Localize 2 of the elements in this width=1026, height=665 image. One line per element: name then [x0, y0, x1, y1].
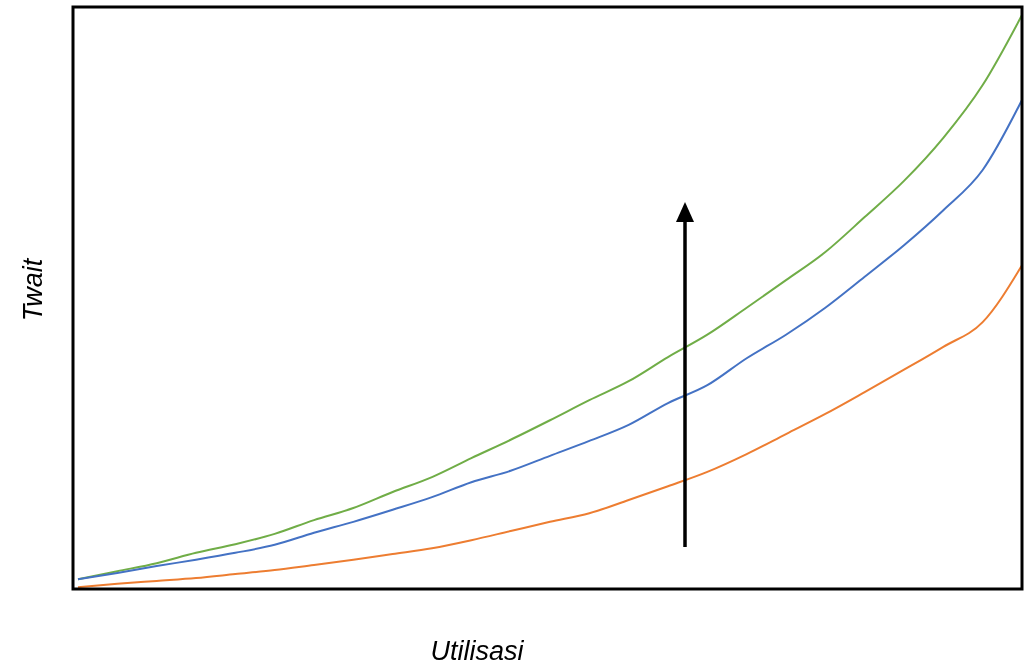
- x-axis-title: Utilisasi: [430, 636, 525, 665]
- y-axis-title: Twait: [18, 257, 48, 322]
